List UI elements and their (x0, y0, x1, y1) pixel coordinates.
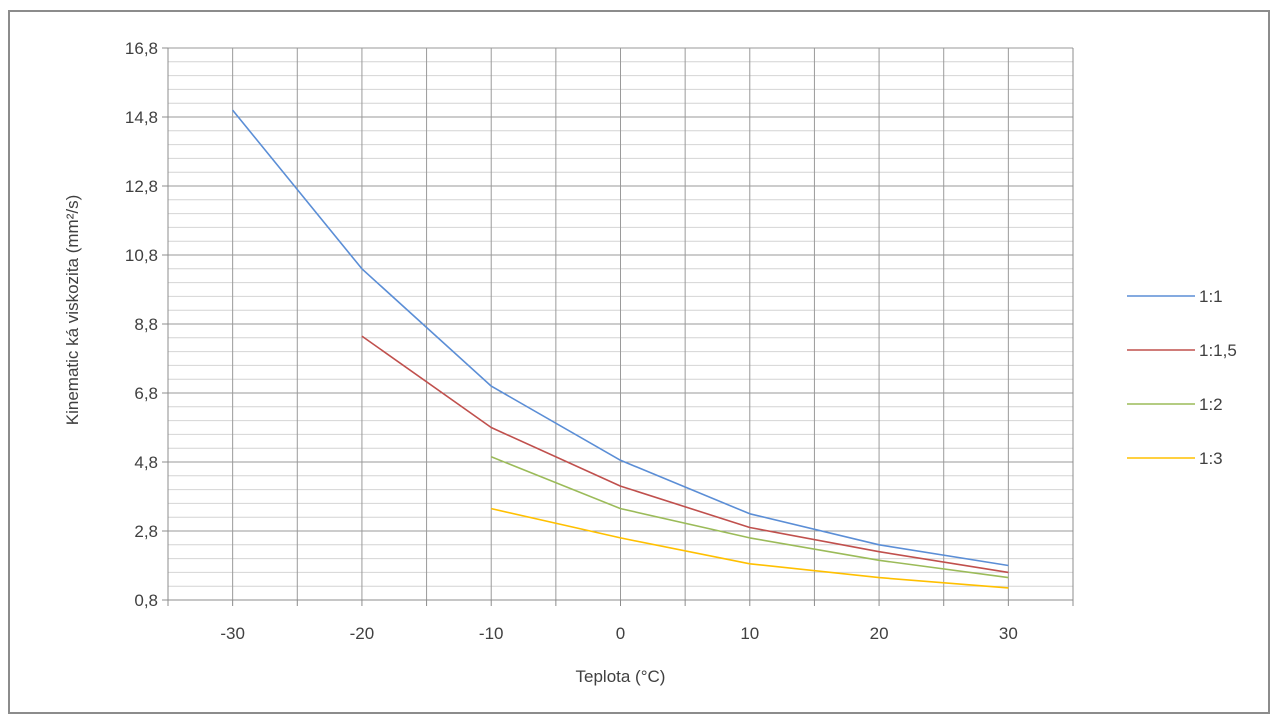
y-tick-label: 2,8 (134, 522, 158, 541)
legend-label: 1:3 (1199, 449, 1223, 468)
x-tick-label: -30 (220, 624, 245, 643)
x-tick-label: 30 (999, 624, 1018, 643)
chart-frame (8, 10, 1270, 714)
y-tick-label: 12,8 (125, 177, 158, 196)
y-tick-label: 0,8 (134, 591, 158, 610)
series-line-1-1 (231, 109, 1009, 567)
x-tick-label: -10 (479, 624, 504, 643)
x-tick-label: 0 (616, 624, 625, 643)
y-tick-label: 10,8 (125, 246, 158, 265)
y-axis-title: Kinematic ká viskozita (mm²/s) (63, 195, 82, 425)
axes (162, 47, 1074, 606)
legend-label: 1:1,5 (1199, 341, 1237, 360)
y-tick-label: 16,8 (125, 39, 158, 58)
x-tick-label: 20 (870, 624, 889, 643)
y-tick-label: 4,8 (134, 453, 158, 472)
legend: 1:1 1:1,5 1:2 1:3 (1127, 287, 1237, 468)
series-line-1-3 (491, 507, 1009, 589)
legend-label: 1:1 (1199, 287, 1223, 306)
legend-label: 1:2 (1199, 395, 1223, 414)
y-tick-label: 14,8 (125, 108, 158, 127)
y-tick-labels: 0,8 2,8 4,8 6,8 8,8 10,8 12,8 14,8 16,8 (125, 39, 158, 610)
y-tick-label: 8,8 (134, 315, 158, 334)
series-lines (231, 109, 1009, 589)
x-tick-label: 10 (740, 624, 759, 643)
x-tick-labels: -30 -20 -10 0 10 20 30 (220, 624, 1017, 643)
x-axis-title: Teplota (°C) (576, 667, 666, 686)
y-tick-label: 6,8 (134, 384, 158, 403)
series-line-1-2 (490, 456, 1009, 579)
series-line-1-1-5 (361, 335, 1009, 574)
major-gridlines (168, 47, 1073, 600)
x-tick-label: -20 (350, 624, 375, 643)
